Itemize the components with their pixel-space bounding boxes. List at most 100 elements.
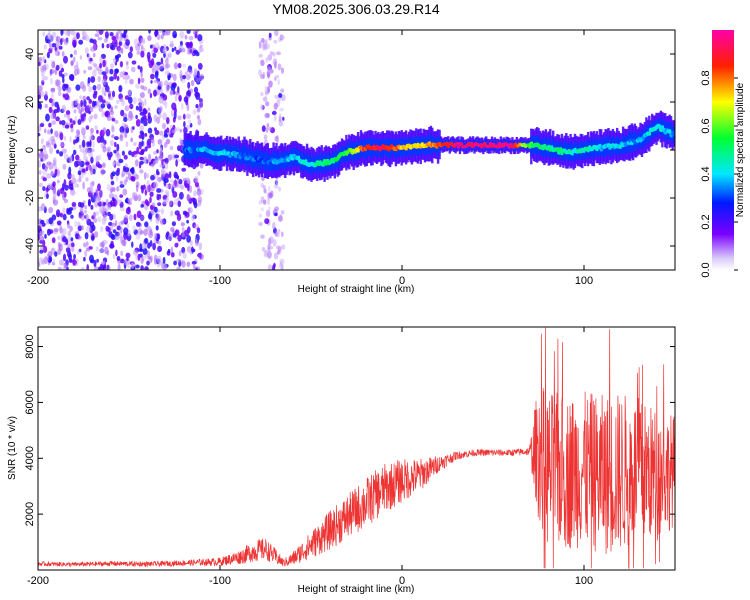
noise-blob [81,139,86,148]
noise-blob [138,105,143,112]
noise-blob [278,120,284,127]
noise-blob [186,103,190,112]
noise-blob [158,155,164,160]
noise-blob [92,53,96,58]
noise-blob [260,38,265,43]
noise-blob [199,44,203,49]
noise-blob [67,172,72,180]
noise-blob [260,59,265,66]
noise-blob [140,117,144,124]
noise-blob [106,250,110,256]
noise-blob [266,198,270,206]
noise-blob [146,138,152,146]
noise-blob [121,100,126,106]
noise-blob [273,183,279,189]
noise-blob [178,95,182,102]
noise-blob [189,250,193,255]
noise-blob [110,139,114,147]
noise-blob [189,122,193,128]
noise-blob [84,232,89,240]
noise-blob [189,88,193,94]
noise-blob [50,170,54,176]
noise-blob [110,201,116,207]
noise-blob [187,207,191,213]
noise-blob [166,117,170,125]
noise-blob [123,214,129,223]
chart-title: YM08.2025.306.03.29.R14 [272,1,440,17]
noise-blob [48,217,54,225]
noise-blob [102,239,108,245]
noise-blob [73,180,77,189]
noise-blob [258,213,262,218]
noise-blob [177,200,182,207]
noise-blob [116,76,120,81]
noise-blob [66,222,71,229]
noise-blob [103,202,106,206]
noise-blob [192,109,197,115]
noise-blob [88,199,91,207]
noise-blob [154,254,158,261]
noise-blob [67,243,72,248]
noise-blob [115,174,119,182]
noise-blob [106,184,111,191]
noise-blob [167,248,171,254]
noise-blob [166,127,170,133]
noise-blob [169,124,173,129]
noise-blob [98,30,103,34]
noise-blob [156,34,160,41]
noise-blob [153,151,158,155]
spectrogram-y-ticks: -40 -20 0 20 40 [24,48,675,254]
noise-blob [140,37,146,45]
noise-blob [184,71,188,76]
noise-blob [170,109,174,117]
noise-blob [63,136,67,141]
noise-blob [266,123,270,128]
noise-blob [148,153,151,162]
noise-blob [169,171,172,179]
noise-blob [191,197,196,202]
noise-blob [151,202,156,207]
noise-blob [59,151,64,157]
noise-blob [92,69,97,77]
noise-blob [68,155,73,164]
noise-blob [280,35,286,40]
noise-blob [85,213,89,221]
noise-blob [70,123,74,129]
noise-blob [57,85,62,92]
noise-blob [160,57,164,65]
noise-blob [46,173,52,179]
y-tick-label: 40 [24,48,36,60]
y-tick-label: 8000 [24,334,36,358]
noise-blob [42,56,46,63]
noise-blob [159,88,164,94]
noise-blob [58,90,62,97]
noise-blob [75,233,79,240]
noise-blob [129,78,134,85]
noise-blob [114,141,117,148]
noise-blob [90,114,94,120]
noise-blob [109,68,114,75]
noise-blob [278,248,282,255]
noise-blob [273,262,276,269]
noise-blob [82,95,86,102]
noise-blob [126,64,129,70]
noise-blob [143,172,147,180]
noise-blob [55,79,61,87]
noise-blob [49,146,54,155]
noise-blob [60,30,64,36]
noise-blob [61,73,65,79]
noise-blob [41,65,47,74]
noise-blob [63,72,68,77]
noise-blob [117,30,122,35]
colorbar-tick-label: 0.0 [700,262,712,277]
noise-blob [163,133,169,138]
noise-blob [164,101,168,109]
noise-blob [110,63,114,69]
noise-blob [139,124,145,131]
noise-blob [156,188,162,193]
noise-blob [42,177,47,182]
noise-blob [79,81,85,89]
noise-blob [62,236,67,243]
noise-blob [59,132,64,141]
